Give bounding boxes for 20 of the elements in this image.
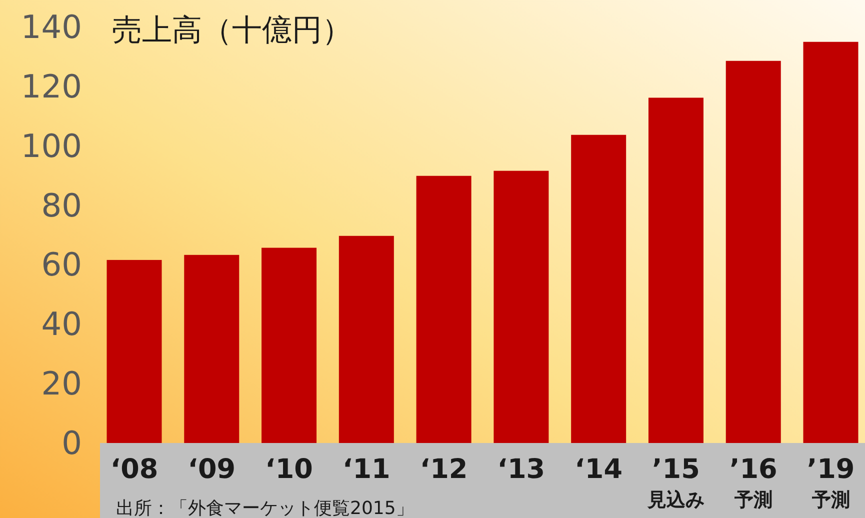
x-tick-label: ’16 予測 xyxy=(729,454,778,511)
x-tick-label: ’15 見込み xyxy=(646,454,704,511)
x-tick-label: ‘11 xyxy=(342,454,390,485)
x-tick-label: ‘12 xyxy=(420,454,468,485)
x-tick-label: ‘08 xyxy=(110,454,158,485)
x-tick-label: ‘09 xyxy=(188,454,236,485)
x-tick-label: ‘14 xyxy=(574,454,623,485)
y-tick-label: 120 xyxy=(20,67,82,106)
y-tick-label: 140 xyxy=(20,8,82,46)
y-tick-label: 60 xyxy=(41,246,82,284)
y-tick-label: 80 xyxy=(41,186,82,224)
text: 出所：「外食マーケット便覧2015」 xyxy=(116,498,414,518)
y-tick-label: 40 xyxy=(41,305,82,344)
y-tick-label: 20 xyxy=(41,364,82,403)
chart-title: 売上高（十億円） xyxy=(112,13,352,48)
y-tick-label: 100 xyxy=(20,126,82,165)
x-tick-label: ’19 予測 xyxy=(806,454,855,511)
y-tick-label: 0 xyxy=(62,424,82,462)
x-tick-label: ‘13 xyxy=(497,454,546,485)
x-tick-label: ‘10 xyxy=(265,454,313,485)
